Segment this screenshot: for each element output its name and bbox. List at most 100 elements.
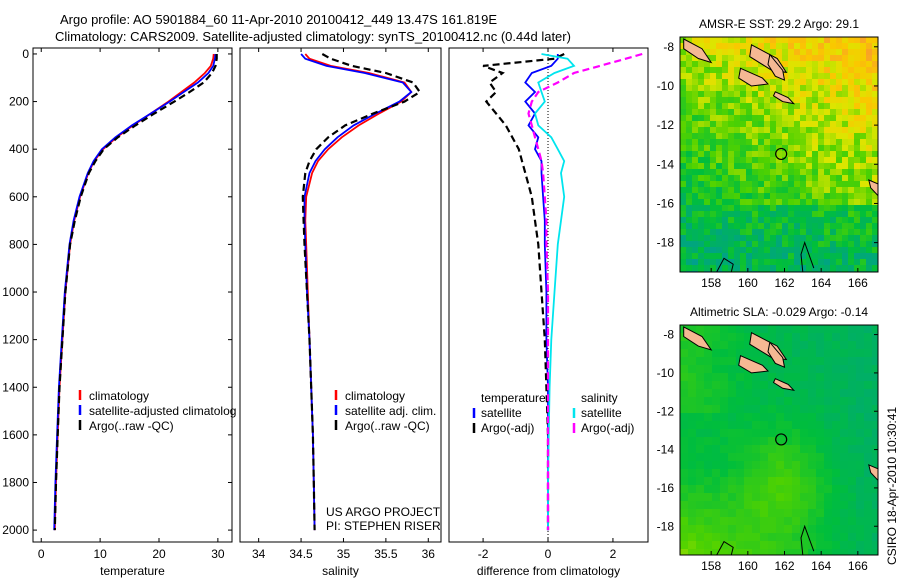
- map-cell: [734, 229, 740, 235]
- map-cell: [832, 373, 840, 381]
- map-cell: [818, 241, 824, 247]
- map-cell: [788, 133, 794, 139]
- map-cell: [860, 85, 866, 91]
- map-cell: [734, 79, 740, 85]
- map-cell: [760, 357, 768, 365]
- map-cell: [854, 61, 860, 67]
- map-cell: [794, 43, 800, 49]
- map-cell: [864, 525, 872, 533]
- map-cell: [764, 211, 770, 217]
- map-cell: [720, 381, 728, 389]
- map-cell: [716, 151, 722, 157]
- map-cell: [776, 193, 782, 199]
- map-cell: [872, 253, 878, 259]
- map-cell: [704, 49, 710, 55]
- map-cell: [836, 265, 842, 271]
- map-cell: [784, 325, 792, 333]
- map-cell: [716, 49, 722, 55]
- map-cell: [848, 533, 856, 541]
- map-cell: [872, 421, 878, 429]
- map-cell: [788, 193, 794, 199]
- map-cell: [848, 61, 854, 67]
- map-cell: [734, 223, 740, 229]
- map-cell: [696, 453, 704, 461]
- map-cell: [782, 73, 788, 79]
- map-cell: [746, 127, 752, 133]
- map-cell: [740, 151, 746, 157]
- map-cell: [794, 139, 800, 145]
- map-cell: [854, 157, 860, 163]
- map-cell: [734, 49, 740, 55]
- map-cell: [710, 145, 716, 151]
- y-tick-label: -10: [657, 79, 675, 93]
- map-cell: [794, 199, 800, 205]
- map-cell: [704, 97, 710, 103]
- map-cell: [722, 91, 728, 97]
- map-cell: [776, 533, 784, 541]
- map-cell: [788, 247, 794, 253]
- map-cell: [728, 541, 736, 549]
- map-cell: [728, 175, 734, 181]
- map-cell: [686, 223, 692, 229]
- map-cell: [686, 127, 692, 133]
- map-cell: [830, 247, 836, 253]
- map-cell: [848, 181, 854, 187]
- map-cell: [686, 175, 692, 181]
- map-cell: [784, 533, 792, 541]
- salinity-panel: 34 34.5 35 35.5 36salinityclimatologysatelli…: [239, 47, 442, 578]
- map-cell: [736, 365, 744, 373]
- map-cell: [758, 235, 764, 241]
- map-cell: [688, 485, 696, 493]
- map-cell: [740, 199, 746, 205]
- map-cell: [800, 151, 806, 157]
- map-cell: [806, 157, 812, 163]
- map-cell: [692, 229, 698, 235]
- map-cell: [770, 199, 776, 205]
- map-cell: [758, 73, 764, 79]
- map-cell: [680, 501, 688, 509]
- map-cell: [710, 91, 716, 97]
- map-cell: [688, 445, 696, 453]
- map-cell: [692, 235, 698, 241]
- map-cell: [746, 247, 752, 253]
- map-cell: [856, 549, 864, 555]
- map-cell: [788, 259, 794, 265]
- map-cell: [856, 357, 864, 365]
- map-cell: [696, 461, 704, 469]
- map-cell: [824, 525, 832, 533]
- map-cell: [792, 429, 800, 437]
- map-cell: [752, 97, 758, 103]
- map-cell: [760, 509, 768, 517]
- map-cell: [698, 127, 704, 133]
- map-cell: [842, 169, 848, 175]
- map-cell: [758, 157, 764, 163]
- map-cell: [806, 151, 812, 157]
- map-cell: [746, 109, 752, 115]
- map-cell: [710, 61, 716, 67]
- map-cell: [872, 381, 878, 389]
- map-cell: [792, 365, 800, 373]
- map-cell: [758, 265, 764, 271]
- map-cell: [770, 175, 776, 181]
- map-cell: [734, 199, 740, 205]
- map-cell: [696, 493, 704, 501]
- map-cell: [836, 97, 842, 103]
- map-cell: [830, 103, 836, 109]
- map-cell: [734, 43, 740, 49]
- map-cell: [776, 175, 782, 181]
- map-cell: [872, 357, 878, 365]
- map-cell: [704, 349, 712, 357]
- map-cell: [698, 205, 704, 211]
- map-cell: [680, 373, 688, 381]
- map-cell: [740, 97, 746, 103]
- map-cell: [856, 469, 864, 477]
- map-cell: [680, 405, 688, 413]
- map-cell: [704, 241, 710, 247]
- map-cell: [770, 121, 776, 127]
- map-cell: [740, 145, 746, 151]
- map-cell: [872, 405, 878, 413]
- map-cell: [788, 85, 794, 91]
- map-cell: [860, 43, 866, 49]
- map-cell: [768, 381, 776, 389]
- map-cell: [792, 453, 800, 461]
